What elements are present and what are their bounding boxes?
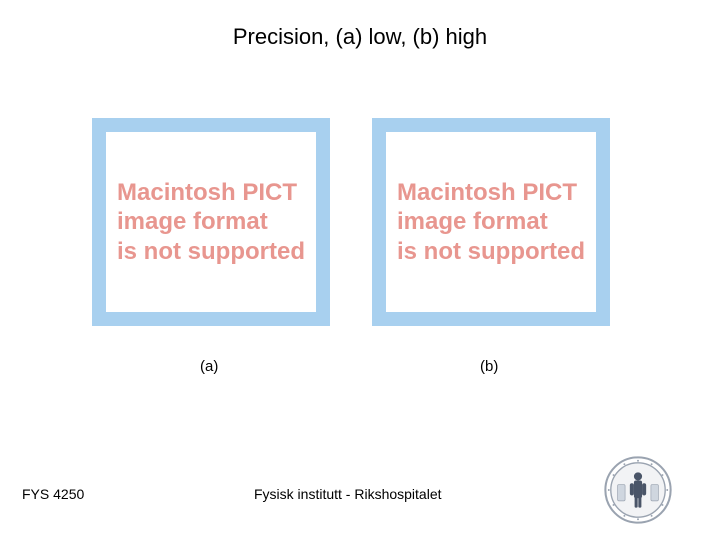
footer-institute: Fysisk institutt - Rikshospitalet	[254, 486, 442, 502]
msg-b-line2: image format	[397, 208, 548, 235]
msg-a-line3: is not supported	[117, 238, 305, 265]
footer-course-code: FYS 4250	[22, 486, 84, 502]
unsupported-image-text-a: Macintosh PICT image format is not suppo…	[117, 178, 305, 266]
unsupported-image-text-b: Macintosh PICT image format is not suppo…	[397, 178, 585, 266]
msg-a-line1: Macintosh PICT	[117, 179, 297, 206]
msg-a-line2: image format	[117, 208, 268, 235]
caption-b: (b)	[480, 358, 498, 375]
image-panel-a-inner: Macintosh PICT image format is not suppo…	[106, 132, 316, 312]
slide: Precision, (a) low, (b) high Macintosh P…	[0, 0, 720, 540]
image-panel-a: Macintosh PICT image format is not suppo…	[92, 118, 330, 326]
seal-svg	[604, 456, 672, 524]
msg-b-line1: Macintosh PICT	[397, 179, 577, 206]
university-seal-icon	[604, 456, 672, 524]
caption-a: (a)	[200, 358, 218, 375]
image-panel-b: Macintosh PICT image format is not suppo…	[372, 118, 610, 326]
msg-b-line3: is not supported	[397, 238, 585, 265]
slide-title: Precision, (a) low, (b) high	[0, 24, 720, 50]
image-panel-b-inner: Macintosh PICT image format is not suppo…	[386, 132, 596, 312]
